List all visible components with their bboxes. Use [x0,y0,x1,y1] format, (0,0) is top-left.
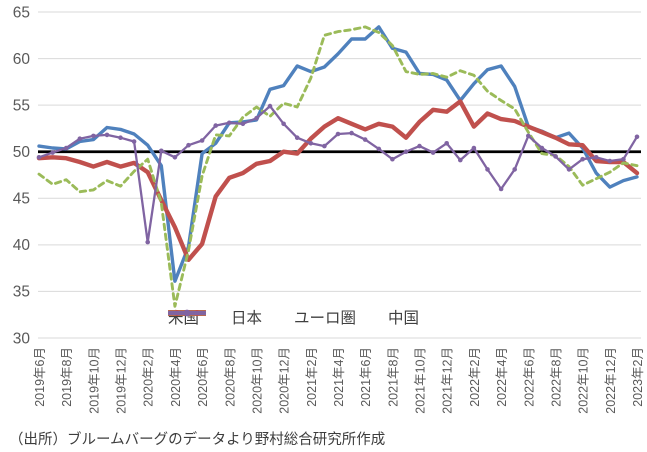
series-marker-china [376,146,382,152]
series-marker-china [281,121,286,127]
x-tick-label: 2020年2月 [142,347,156,407]
series-marker-china [430,150,436,155]
series-marker-china [267,103,273,109]
series-marker-china [566,167,572,172]
legend-sample-china [168,309,206,317]
series-marker-china [444,141,450,146]
x-tick-label: 2022年4月 [495,347,509,407]
x-tick-label: 2022年6月 [522,347,536,407]
y-tick-label-65: 65 [13,4,30,21]
series-marker-china [349,130,354,136]
series-marker-china [526,133,531,139]
series-marker-china [417,143,422,149]
legend-item-eurozone: ユーロ圏 [168,306,357,328]
series-marker-china [539,145,545,151]
x-tick-label: 2020年6月 [196,347,210,407]
x-tick-label: 2020年12月 [278,347,292,414]
series-marker-china [145,239,150,245]
series-marker-china [390,156,395,162]
series-marker-china [485,167,490,172]
series-marker-china [621,156,626,162]
y-tick-label-50: 50 [13,144,31,161]
x-tick-label: 2021年6月 [359,347,373,407]
series-marker-china [63,145,69,151]
series-marker-china [159,148,164,154]
series-marker-china [77,136,83,141]
chart-legend: 米国 日本 ユーロ圏 中国 [168,307,419,327]
series-line-japan [36,99,640,262]
y-tick-label-45: 45 [13,191,30,208]
legend-item-china: 中国 [168,306,420,328]
x-tick-label: 2021年10月 [414,347,428,414]
series-marker-china [254,115,259,121]
x-tick-label: 2023年2月 [631,347,645,407]
legend-marker-china [183,309,191,317]
series-marker-china [593,155,599,160]
y-tick-label-40: 40 [13,237,31,254]
x-tick-label: 2021年4月 [332,347,346,407]
series-marker-china [240,121,246,127]
y-tick-label-35: 35 [13,284,30,301]
series-marker-china [471,145,477,151]
y-tick-label-30: 30 [13,330,31,347]
series-marker-china [213,123,218,128]
series-marker-china [362,137,368,142]
y-tick-label-55: 55 [13,97,30,114]
series-marker-china [104,132,110,138]
series-marker-china [308,141,314,146]
series-marker-china [91,133,96,139]
x-tick-label: 2020年10月 [251,347,265,414]
series-marker-china [36,155,42,160]
x-tick-label: 2019年6月 [33,347,47,407]
x-tick-label: 2020年8月 [223,347,237,407]
legend-label-japan: 日本 [231,310,263,327]
series-marker-china [553,154,558,159]
series-marker-china [294,135,300,140]
series-marker-china [335,131,341,137]
x-tick-label: 2021年2月 [305,347,319,407]
series-marker-china [186,142,191,148]
series-marker-china [199,138,205,143]
x-tick-label: 2019年8月 [60,347,74,407]
x-tick-label: 2019年10月 [87,347,101,414]
series-marker-china [634,134,640,140]
x-tick-label: 2021年12月 [441,347,455,414]
series-marker-china [498,186,504,192]
series-marker-china [607,158,613,164]
series-marker-china [118,135,123,140]
legend-label-china: 中国 [388,310,420,327]
series-marker-china [227,120,232,126]
series-marker-china [322,143,327,149]
legend-label-eurozone: ユーロ圏 [294,310,357,327]
series-marker-china [512,167,517,172]
x-tick-label: 2020年4月 [169,347,183,407]
series-marker-china [172,155,178,160]
x-tick-label: 2022年10月 [577,347,591,414]
series-line-china [37,104,639,244]
y-tick-label-60: 60 [13,51,31,68]
series-marker-china [50,150,55,155]
series-marker-china [458,157,463,163]
legend-item-japan: 日本 [168,306,263,328]
source-note: （出所）ブルームバーグのデータより野村総合研究所作成 [9,432,386,448]
x-tick-label: 2022年2月 [468,347,482,407]
x-tick-label: 2022年12月 [604,347,618,414]
x-tick-label: 2022年8月 [550,347,564,407]
x-tick-label: 2019年12月 [115,347,129,414]
series-marker-china [131,139,137,144]
series-marker-china [580,156,585,162]
series-marker-china [403,149,409,154]
x-tick-label: 2021年8月 [386,347,400,407]
